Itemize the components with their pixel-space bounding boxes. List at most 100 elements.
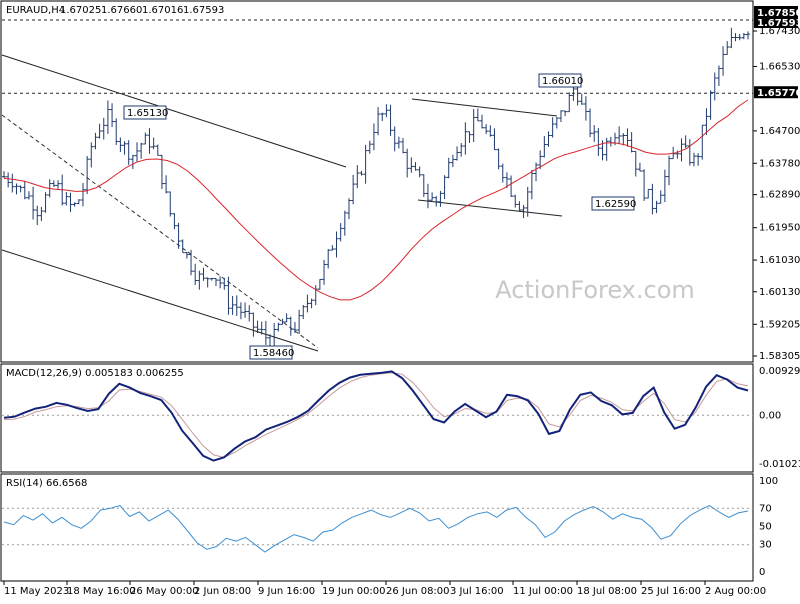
price-bar	[97, 123, 102, 139]
price-bar	[538, 150, 543, 170]
price-tick-label: 1.66530	[759, 61, 800, 72]
price-bar	[396, 136, 401, 149]
chart-ohlc-low: 1.67016	[142, 5, 183, 16]
price-bar	[629, 132, 634, 153]
price-bar	[596, 128, 601, 156]
price-bar	[388, 104, 393, 136]
price-bar	[342, 210, 347, 236]
price-bar	[39, 206, 44, 222]
price-bar	[68, 192, 73, 212]
price-bar	[43, 192, 48, 213]
price-bar	[700, 124, 705, 160]
price-bar	[484, 124, 489, 135]
price-bar	[139, 142, 144, 159]
price-tick-label: 1.59205	[759, 319, 800, 330]
price-bar	[542, 136, 547, 158]
price-bar	[376, 107, 381, 136]
price-bar	[367, 140, 372, 154]
price-tick-label: 1.58305	[759, 351, 800, 362]
price-bar	[209, 277, 214, 281]
price-bar	[471, 109, 476, 143]
price-bar	[317, 278, 322, 290]
price-bar	[504, 172, 509, 189]
rsi-panel-frame	[0, 473, 754, 582]
price-bar	[201, 267, 206, 281]
price-bar	[667, 155, 672, 186]
price-tick-label: 1.61950	[759, 223, 800, 234]
price-annotation: 1.65130	[123, 105, 168, 120]
price-tag: 1.65770	[754, 86, 800, 99]
trend-channel-upper	[1, 54, 347, 168]
price-bar	[662, 169, 667, 203]
price-bar	[338, 223, 343, 242]
price-bar	[708, 90, 713, 120]
price-bar	[637, 162, 642, 172]
price-bar	[110, 103, 115, 128]
price-bar	[135, 142, 140, 162]
macd-title: MACD(12,26,9) 0.005183 0.006255	[6, 368, 184, 379]
flag-upper-line	[411, 98, 558, 117]
price-bar	[243, 302, 248, 318]
price-bar	[558, 110, 563, 123]
price-bar	[6, 172, 11, 188]
price-bar	[272, 322, 277, 349]
price-bar	[301, 304, 306, 320]
price-bar	[89, 142, 94, 168]
price-tick-label: 1.63780	[759, 158, 800, 169]
price-bar	[105, 100, 110, 134]
price-bar	[10, 173, 15, 193]
price-bar	[284, 313, 289, 323]
price-bar	[197, 270, 202, 290]
time-tick-label: 25 Jul 16:00	[641, 586, 701, 597]
price-annotation: 1.62590	[591, 196, 636, 211]
chart-symbol: EURAUD,H4	[6, 5, 65, 16]
price-bar	[101, 117, 106, 140]
watermark: ActionForex.com	[495, 276, 695, 304]
rsi-axis-ticks: 100 70 50 30 0	[759, 476, 778, 578]
price-bar	[650, 183, 655, 215]
price-bar	[76, 199, 81, 205]
price-bar	[729, 27, 734, 49]
time-tick-label: 2 Jun 08:00	[194, 586, 251, 597]
rsi-title: RSI(14) 66.6568	[6, 478, 87, 489]
price-bar	[205, 277, 210, 288]
price-bar	[646, 188, 651, 199]
price-bar	[168, 191, 173, 217]
macd-tick-label: 0.009291	[759, 366, 800, 377]
price-annotation: 1.66010	[538, 73, 583, 88]
rsi-tick-label: 50	[759, 522, 772, 533]
macd-lines	[2, 370, 753, 462]
price-tick-label: 1.60130	[759, 287, 800, 298]
price-bar	[683, 135, 688, 149]
macd-axis-ticks: 0.009291 0.00 -0.010211	[759, 366, 800, 470]
price-bar	[172, 213, 177, 230]
chart-ohlc-open: 1.67025	[60, 5, 101, 16]
price-annotations: 1.65130 1.58460 1.66010 1.62590	[123, 73, 636, 360]
price-annotation-label: 1.58460	[253, 348, 294, 359]
price-bar	[93, 132, 98, 150]
price-bar	[716, 65, 721, 87]
price-bar	[355, 165, 360, 189]
price-bar	[180, 239, 185, 254]
rsi-lines	[2, 505, 753, 553]
price-annotation-label: 1.65130	[127, 108, 168, 119]
price-bar	[380, 112, 385, 122]
price-bar	[72, 202, 77, 207]
price-bar	[617, 126, 622, 144]
price-bar	[56, 180, 61, 189]
price-bar	[251, 312, 256, 337]
price-bar	[193, 263, 198, 285]
price-bar	[554, 117, 559, 129]
price-bar	[459, 143, 464, 157]
price-bar	[401, 138, 406, 154]
time-tick-label: 2 Aug 00:00	[705, 586, 766, 597]
price-bar	[118, 137, 123, 153]
price-bar	[292, 321, 297, 334]
price-bar	[85, 155, 90, 195]
price-bar	[305, 294, 310, 313]
price-bar	[255, 320, 260, 334]
time-tick-label: 11 May 2023	[4, 586, 69, 597]
time-tick-label: 18 Jul 08:00	[577, 586, 637, 597]
price-bar	[143, 132, 148, 145]
